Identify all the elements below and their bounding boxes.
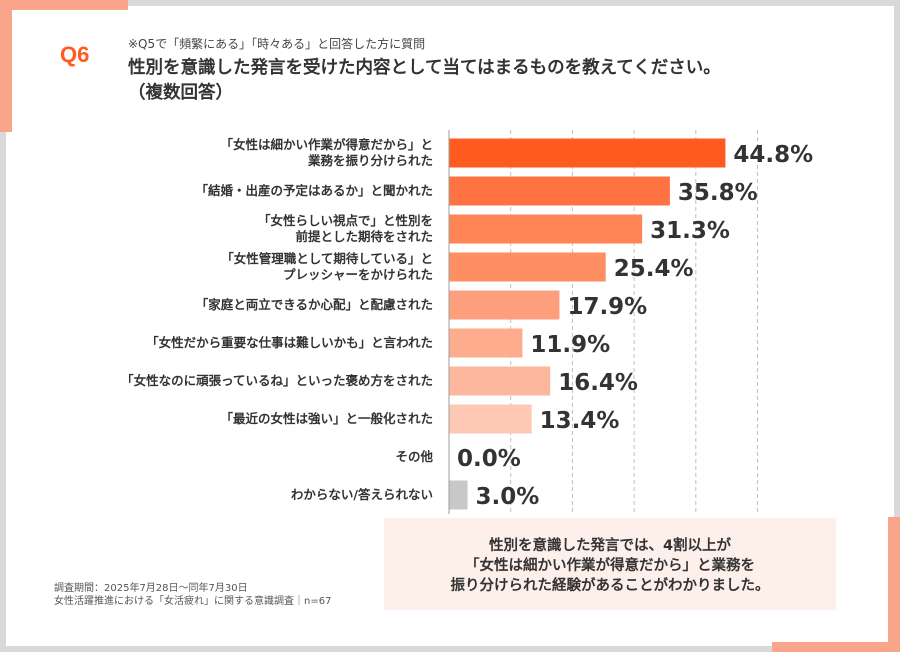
category-label: わからない/答えられない — [291, 487, 433, 502]
bar — [449, 138, 726, 168]
category-label: プレッシャーをかけられた — [283, 267, 433, 282]
bar — [449, 290, 560, 320]
corner-accent-top-left — [0, 0, 12, 132]
corner-accent-bottom-right — [888, 517, 900, 652]
data-label: 17.9% — [567, 294, 647, 320]
bar — [449, 404, 532, 434]
question-title-line2: （複数回答） — [128, 83, 233, 103]
bar — [449, 252, 606, 282]
summary-box: 性別を意識した発言では、4割以上が 「女性は細かい作業が得意だから」と業務を 振… — [384, 518, 836, 610]
data-label: 31.3% — [650, 218, 730, 244]
footnote-survey: 女性活躍推進における「女活疲れ」に関する意識調査｜n=67 — [54, 596, 332, 607]
category-label: 「最近の女性は強い」と一般化された — [220, 411, 433, 426]
bar — [449, 480, 468, 510]
bar — [449, 214, 643, 244]
category-label: 「女性管理職として期待している」と — [221, 251, 433, 266]
summary-line3: 振り分けられた経験があることがわかりました。 — [450, 578, 770, 594]
category-label: 「結婚・出産の予定はあるか」と聞かれた — [195, 183, 433, 198]
data-label: 3.0% — [476, 484, 540, 510]
category-label: 「女性だから重要な仕事は難しいかも」と言われた — [146, 335, 433, 350]
category-label: 前提とした期待をされた — [295, 229, 433, 244]
bar — [449, 176, 670, 206]
question-note: ※Q5で「頻繁にある」「時々ある」と回答した方に質問 — [128, 37, 426, 51]
data-label: 16.4% — [558, 370, 638, 396]
category-label: 「女性は細かい作業が得意だから」と — [220, 137, 433, 152]
summary-line2: 「女性は細かい作業が得意だから」と業務を — [465, 558, 755, 574]
category-label: 業務を振り分けられた — [307, 153, 433, 168]
data-label: 44.8% — [733, 142, 813, 168]
category-label: その他 — [395, 449, 433, 464]
corner-accent-top-left-horizontal — [0, 0, 128, 10]
question-number: Q6 — [60, 42, 90, 67]
footnote-period: 調査期間：2025年7月28日～同年7月30日 — [54, 583, 248, 594]
corner-accent-bottom-right-horizontal — [772, 642, 900, 652]
data-label: 0.0% — [457, 446, 521, 472]
bar — [449, 328, 523, 358]
summary-text: 性別を意識した発言では、4割以上が 「女性は細かい作業が得意だから」と業務を 振… — [384, 536, 836, 596]
data-label: 11.9% — [530, 332, 610, 358]
summary-line1: 性別を意識した発言では、4割以上が — [488, 538, 732, 554]
category-label: 「家庭と両立できるか心配」と配慮された — [196, 297, 433, 312]
data-label: 25.4% — [614, 256, 694, 282]
data-label: 13.4% — [540, 408, 620, 434]
question-title: 性別を意識した発言を受けた内容として当てはまるものを教えてください。 （複数回答… — [128, 56, 888, 106]
category-label: 「女性なのに頑張っているね」といった褒め方をされた — [121, 373, 433, 388]
question-title-line1: 性別を意識した発言を受けた内容として当てはまるものを教えてください。 — [128, 58, 721, 78]
category-label: 「女性らしい視点で」と性別を — [258, 213, 433, 228]
data-label: 35.8% — [678, 180, 758, 206]
footnote: 調査期間：2025年7月28日～同年7月30日 女性活躍推進における「女活疲れ」… — [54, 582, 331, 608]
bar — [449, 366, 551, 396]
